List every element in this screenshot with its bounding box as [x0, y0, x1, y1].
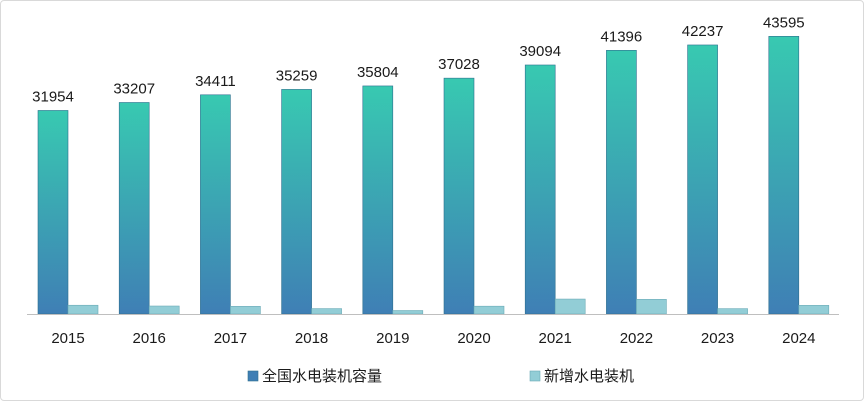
value-label-2019: 35804 — [357, 64, 399, 81]
bar-new-2022 — [636, 299, 667, 315]
bar-new-2017 — [230, 306, 261, 315]
bar-total-2024 — [768, 36, 800, 315]
bar-total-2020 — [443, 77, 475, 315]
bar-new-2023 — [717, 308, 748, 315]
legend-swatch-total — [247, 370, 259, 382]
value-label-2015: 31954 — [32, 88, 74, 105]
bar-total-2018 — [281, 89, 312, 315]
x-tick-2016: 2016 — [133, 330, 166, 347]
x-tick-2024: 2024 — [782, 330, 815, 347]
bar-new-2015 — [67, 304, 99, 315]
x-tick-2020: 2020 — [457, 330, 490, 347]
value-label-2021: 39094 — [519, 43, 561, 60]
x-tick-2017: 2017 — [214, 330, 247, 347]
value-label-2017: 34411 — [195, 73, 236, 90]
x-tick-2015: 2015 — [51, 330, 84, 347]
value-label-2023: 42237 — [682, 23, 724, 40]
bar-new-2019 — [392, 310, 424, 315]
x-tick-2018: 2018 — [295, 330, 328, 347]
legend: 全国水电装机容量 新增水电装机 — [247, 367, 634, 385]
legend-label-total: 全国水电装机容量 — [262, 367, 382, 385]
x-tick-2023: 2023 — [701, 330, 734, 347]
bar-total-2019 — [362, 85, 394, 315]
bar-new-2021 — [554, 298, 586, 315]
bar-new-2018 — [311, 308, 342, 315]
x-tick-2019: 2019 — [376, 330, 409, 347]
x-tick-labels-group: 2015 2016 2017 2018 2019 2020 2021 2022 2023 2024 — [51, 330, 815, 347]
value-label-2020: 37028 — [438, 56, 480, 73]
x-tick-2021: 2021 — [539, 330, 572, 347]
value-labels-group: 31954 33207 34411 35259 35804 37028 39094 41396… — [32, 14, 805, 105]
legend-swatch-new — [529, 370, 541, 382]
value-label-2024: 43595 — [763, 14, 805, 31]
bar-new-2024 — [798, 305, 830, 315]
value-label-2016: 33207 — [113, 80, 155, 97]
bar-total-2023 — [687, 44, 718, 315]
value-label-2018: 35259 — [276, 67, 318, 84]
bar-new-2016 — [148, 305, 180, 315]
bar-total-2015 — [37, 110, 69, 315]
legend-label-new: 新增水电装机 — [544, 367, 634, 385]
bar-total-2016 — [118, 102, 150, 315]
bar-new-2020 — [473, 305, 505, 315]
bar-total-2017 — [200, 94, 231, 315]
value-label-2022: 41396 — [601, 28, 643, 45]
bars-group — [37, 36, 830, 315]
bar-total-2022 — [606, 50, 637, 315]
x-tick-2022: 2022 — [620, 330, 653, 347]
bar-total-2021 — [524, 64, 556, 315]
